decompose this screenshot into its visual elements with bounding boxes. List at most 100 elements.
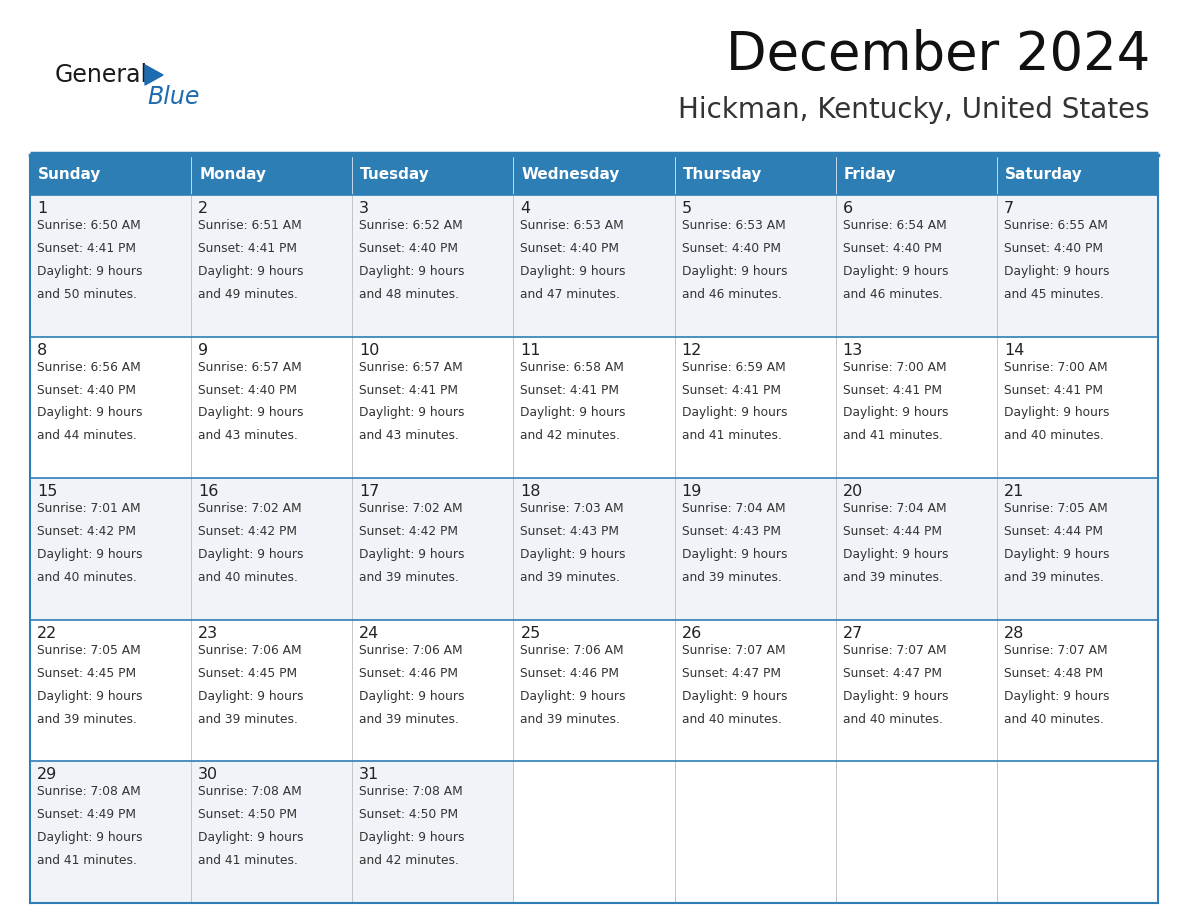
Bar bbox=[353, 337, 513, 478]
Text: and 39 minutes.: and 39 minutes. bbox=[359, 712, 459, 725]
Text: Blue: Blue bbox=[147, 85, 200, 109]
Text: Monday: Monday bbox=[200, 167, 266, 183]
Text: and 41 minutes.: and 41 minutes. bbox=[198, 855, 298, 868]
Bar bbox=[675, 478, 835, 620]
Text: Daylight: 9 hours: Daylight: 9 hours bbox=[682, 407, 788, 420]
Text: Daylight: 9 hours: Daylight: 9 hours bbox=[682, 265, 788, 278]
Text: 26: 26 bbox=[682, 626, 702, 641]
Bar bbox=[353, 620, 513, 761]
Bar bbox=[835, 620, 997, 761]
Text: Daylight: 9 hours: Daylight: 9 hours bbox=[520, 689, 626, 702]
Text: and 44 minutes.: and 44 minutes. bbox=[37, 430, 137, 442]
Bar bbox=[353, 195, 513, 337]
Text: Sunrise: 7:04 AM: Sunrise: 7:04 AM bbox=[682, 502, 785, 515]
Bar bbox=[835, 761, 997, 903]
Text: Sunrise: 7:08 AM: Sunrise: 7:08 AM bbox=[198, 786, 302, 799]
Text: Sunset: 4:43 PM: Sunset: 4:43 PM bbox=[520, 525, 619, 538]
Bar bbox=[997, 620, 1158, 761]
Text: and 39 minutes.: and 39 minutes. bbox=[520, 712, 620, 725]
Text: Sunset: 4:50 PM: Sunset: 4:50 PM bbox=[198, 809, 297, 822]
Bar bbox=[675, 195, 835, 337]
Bar bbox=[513, 478, 675, 620]
Text: Sunset: 4:41 PM: Sunset: 4:41 PM bbox=[359, 384, 459, 397]
Text: 9: 9 bbox=[198, 342, 208, 358]
Text: Sunset: 4:43 PM: Sunset: 4:43 PM bbox=[682, 525, 781, 538]
Text: Sunrise: 7:02 AM: Sunrise: 7:02 AM bbox=[198, 502, 302, 515]
Bar bbox=[997, 478, 1158, 620]
Bar bbox=[191, 478, 353, 620]
Bar bbox=[30, 478, 191, 620]
Text: 20: 20 bbox=[842, 484, 862, 499]
Bar bbox=[353, 155, 513, 195]
Text: Sunrise: 7:08 AM: Sunrise: 7:08 AM bbox=[359, 786, 463, 799]
Text: Sunset: 4:45 PM: Sunset: 4:45 PM bbox=[198, 666, 297, 679]
Text: Sunset: 4:46 PM: Sunset: 4:46 PM bbox=[359, 666, 459, 679]
Text: and 40 minutes.: and 40 minutes. bbox=[1004, 430, 1104, 442]
Text: Daylight: 9 hours: Daylight: 9 hours bbox=[1004, 548, 1110, 561]
Text: and 49 minutes.: and 49 minutes. bbox=[198, 288, 298, 301]
Text: Sunset: 4:41 PM: Sunset: 4:41 PM bbox=[198, 242, 297, 255]
Text: Daylight: 9 hours: Daylight: 9 hours bbox=[520, 548, 626, 561]
Text: 30: 30 bbox=[198, 767, 219, 782]
Text: Sunset: 4:48 PM: Sunset: 4:48 PM bbox=[1004, 666, 1102, 679]
Text: and 39 minutes.: and 39 minutes. bbox=[520, 571, 620, 584]
Text: and 43 minutes.: and 43 minutes. bbox=[198, 430, 298, 442]
Text: Sunrise: 6:55 AM: Sunrise: 6:55 AM bbox=[1004, 219, 1107, 232]
Text: Sunset: 4:47 PM: Sunset: 4:47 PM bbox=[842, 666, 942, 679]
Text: Daylight: 9 hours: Daylight: 9 hours bbox=[359, 407, 465, 420]
Text: and 50 minutes.: and 50 minutes. bbox=[37, 288, 137, 301]
Text: Sunrise: 7:05 AM: Sunrise: 7:05 AM bbox=[37, 644, 140, 656]
Text: 24: 24 bbox=[359, 626, 379, 641]
Text: and 43 minutes.: and 43 minutes. bbox=[359, 430, 459, 442]
Polygon shape bbox=[145, 65, 163, 85]
Bar bbox=[675, 761, 835, 903]
Text: Daylight: 9 hours: Daylight: 9 hours bbox=[520, 407, 626, 420]
Text: Tuesday: Tuesday bbox=[360, 167, 430, 183]
Bar bbox=[835, 155, 997, 195]
Bar bbox=[191, 337, 353, 478]
Text: Daylight: 9 hours: Daylight: 9 hours bbox=[198, 548, 304, 561]
Text: General: General bbox=[55, 63, 148, 87]
Text: Sunset: 4:42 PM: Sunset: 4:42 PM bbox=[359, 525, 459, 538]
Text: 3: 3 bbox=[359, 201, 369, 216]
Text: Sunrise: 6:58 AM: Sunrise: 6:58 AM bbox=[520, 361, 625, 374]
Text: Sunset: 4:46 PM: Sunset: 4:46 PM bbox=[520, 666, 619, 679]
Text: Sunset: 4:40 PM: Sunset: 4:40 PM bbox=[37, 384, 135, 397]
Text: 23: 23 bbox=[198, 626, 219, 641]
Text: Sunset: 4:45 PM: Sunset: 4:45 PM bbox=[37, 666, 137, 679]
Text: Sunset: 4:47 PM: Sunset: 4:47 PM bbox=[682, 666, 781, 679]
Text: Sunrise: 7:00 AM: Sunrise: 7:00 AM bbox=[1004, 361, 1107, 374]
Text: Daylight: 9 hours: Daylight: 9 hours bbox=[198, 832, 304, 845]
Text: Sunrise: 7:00 AM: Sunrise: 7:00 AM bbox=[842, 361, 947, 374]
Text: Sunrise: 6:53 AM: Sunrise: 6:53 AM bbox=[682, 219, 785, 232]
Text: and 39 minutes.: and 39 minutes. bbox=[842, 571, 942, 584]
Text: Sunrise: 6:50 AM: Sunrise: 6:50 AM bbox=[37, 219, 140, 232]
Bar bbox=[30, 195, 191, 337]
Text: and 39 minutes.: and 39 minutes. bbox=[1004, 571, 1104, 584]
Text: and 39 minutes.: and 39 minutes. bbox=[198, 712, 298, 725]
Text: and 41 minutes.: and 41 minutes. bbox=[842, 430, 942, 442]
Bar bbox=[191, 155, 353, 195]
Text: Sunrise: 7:07 AM: Sunrise: 7:07 AM bbox=[1004, 644, 1107, 656]
Bar bbox=[835, 337, 997, 478]
Text: and 42 minutes.: and 42 minutes. bbox=[359, 855, 459, 868]
Bar bbox=[675, 155, 835, 195]
Text: Sunrise: 7:03 AM: Sunrise: 7:03 AM bbox=[520, 502, 624, 515]
Text: Sunrise: 6:54 AM: Sunrise: 6:54 AM bbox=[842, 219, 947, 232]
Text: Daylight: 9 hours: Daylight: 9 hours bbox=[682, 548, 788, 561]
Text: and 40 minutes.: and 40 minutes. bbox=[1004, 712, 1104, 725]
Text: Sunrise: 7:02 AM: Sunrise: 7:02 AM bbox=[359, 502, 463, 515]
Bar bbox=[997, 195, 1158, 337]
Text: Daylight: 9 hours: Daylight: 9 hours bbox=[37, 832, 143, 845]
Text: Sunrise: 7:04 AM: Sunrise: 7:04 AM bbox=[842, 502, 947, 515]
Text: 8: 8 bbox=[37, 342, 48, 358]
Text: Sunset: 4:44 PM: Sunset: 4:44 PM bbox=[842, 525, 942, 538]
Text: 18: 18 bbox=[520, 484, 541, 499]
Bar bbox=[191, 761, 353, 903]
Text: and 41 minutes.: and 41 minutes. bbox=[682, 430, 782, 442]
Text: Sunset: 4:50 PM: Sunset: 4:50 PM bbox=[359, 809, 459, 822]
Text: and 45 minutes.: and 45 minutes. bbox=[1004, 288, 1104, 301]
Text: and 39 minutes.: and 39 minutes. bbox=[359, 571, 459, 584]
Bar bbox=[513, 620, 675, 761]
Text: 2: 2 bbox=[198, 201, 208, 216]
